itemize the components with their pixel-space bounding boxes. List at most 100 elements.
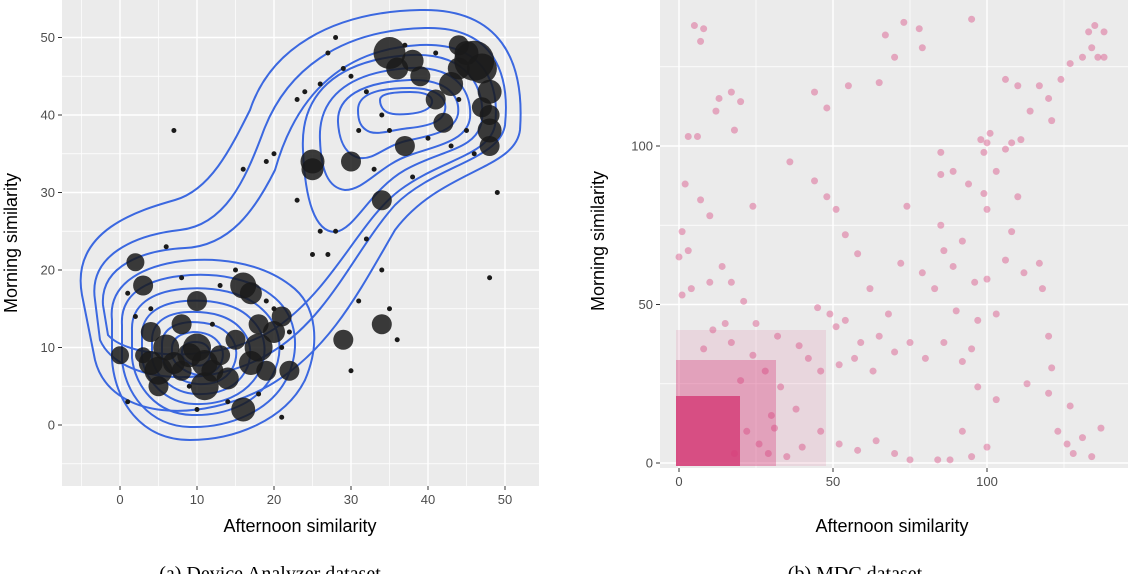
data-point <box>363 236 369 242</box>
chart-b-minor-grid <box>660 0 1128 468</box>
data-point <box>263 159 269 164</box>
data-point <box>225 329 246 350</box>
data-point <box>915 25 923 33</box>
data-point <box>1069 449 1077 457</box>
data-point <box>286 329 292 335</box>
y-tick-label: 30 <box>41 185 55 200</box>
y-tick-label: 10 <box>41 340 55 355</box>
chart-a-points <box>111 35 502 422</box>
data-point <box>1063 440 1071 448</box>
data-point <box>721 320 729 328</box>
data-point <box>371 190 392 211</box>
data-point <box>749 351 757 359</box>
data-point <box>761 367 769 375</box>
data-point <box>1091 22 1099 30</box>
data-point <box>125 290 131 296</box>
data-point <box>233 267 238 273</box>
data-point <box>767 411 775 419</box>
data-point <box>348 73 354 79</box>
data-point <box>302 89 308 95</box>
data-point <box>764 449 772 457</box>
data-point <box>792 405 800 413</box>
data-point <box>940 247 948 255</box>
data-point <box>866 285 874 293</box>
data-point <box>931 285 939 293</box>
data-point <box>992 167 1000 175</box>
chart-b-xlabel: Afternoon similarity <box>815 516 968 536</box>
data-point <box>225 399 231 405</box>
data-point <box>804 354 812 362</box>
data-point <box>466 53 497 84</box>
data-point <box>875 332 883 340</box>
data-point <box>1097 424 1105 432</box>
chart-a-y-ticks: 0 10 20 30 40 50 <box>41 30 62 433</box>
data-point <box>325 252 331 257</box>
data-point <box>341 151 361 172</box>
data-point <box>730 126 738 134</box>
data-point <box>737 98 745 106</box>
data-point <box>958 237 966 245</box>
chart-a-ylabel: Morning similarity <box>1 173 21 313</box>
data-point <box>464 128 469 133</box>
data-point <box>132 314 138 319</box>
data-point <box>749 202 757 210</box>
chart-a-major-grid <box>62 0 539 486</box>
data-point <box>934 456 942 464</box>
data-point <box>231 397 256 422</box>
data-point <box>1014 193 1022 201</box>
data-point <box>875 79 883 87</box>
x-tick-label: 10 <box>190 492 204 507</box>
data-point <box>487 275 493 281</box>
data-point <box>187 291 207 311</box>
data-point <box>958 427 966 435</box>
contour-line <box>110 258 316 442</box>
data-point <box>140 322 161 342</box>
data-point <box>872 437 880 445</box>
data-point <box>1023 380 1031 388</box>
data-point <box>348 368 354 374</box>
data-point <box>111 346 129 365</box>
x-tick-label: 0 <box>675 474 682 489</box>
data-point <box>851 354 859 362</box>
data-point <box>817 367 825 375</box>
data-point <box>410 174 416 180</box>
data-point <box>755 440 763 448</box>
y-tick-label: 50 <box>639 297 653 312</box>
data-point <box>279 345 285 350</box>
data-point <box>1066 60 1074 68</box>
data-point <box>693 132 701 140</box>
x-tick-label: 0 <box>116 492 123 507</box>
data-point <box>448 35 469 56</box>
data-point <box>1100 53 1108 61</box>
data-point <box>425 89 446 110</box>
data-point <box>697 37 705 45</box>
data-point <box>371 314 392 335</box>
data-point <box>310 252 315 257</box>
data-point <box>1014 82 1022 90</box>
data-point <box>974 316 982 324</box>
data-point <box>983 139 991 147</box>
y-tick-label: 100 <box>631 139 653 154</box>
data-point <box>980 148 988 156</box>
chart-b-panel <box>660 0 1128 468</box>
data-point <box>317 228 323 234</box>
data-point <box>317 81 323 87</box>
chart-b-x-ticks: 0 50 100 <box>675 468 998 489</box>
contour-line <box>120 273 297 429</box>
data-point <box>433 50 439 56</box>
data-point <box>684 132 692 140</box>
data-point <box>983 275 991 283</box>
data-point <box>477 118 502 143</box>
contour-line <box>301 53 484 234</box>
data-point <box>1057 75 1065 83</box>
data-point <box>706 212 714 220</box>
data-point <box>217 283 223 288</box>
data-point <box>937 171 945 179</box>
data-point <box>1048 364 1056 372</box>
data-point <box>823 193 831 201</box>
contour-line <box>378 90 434 116</box>
data-point <box>832 205 840 213</box>
data-point <box>171 128 177 133</box>
data-point <box>294 97 300 102</box>
data-point <box>433 112 454 133</box>
